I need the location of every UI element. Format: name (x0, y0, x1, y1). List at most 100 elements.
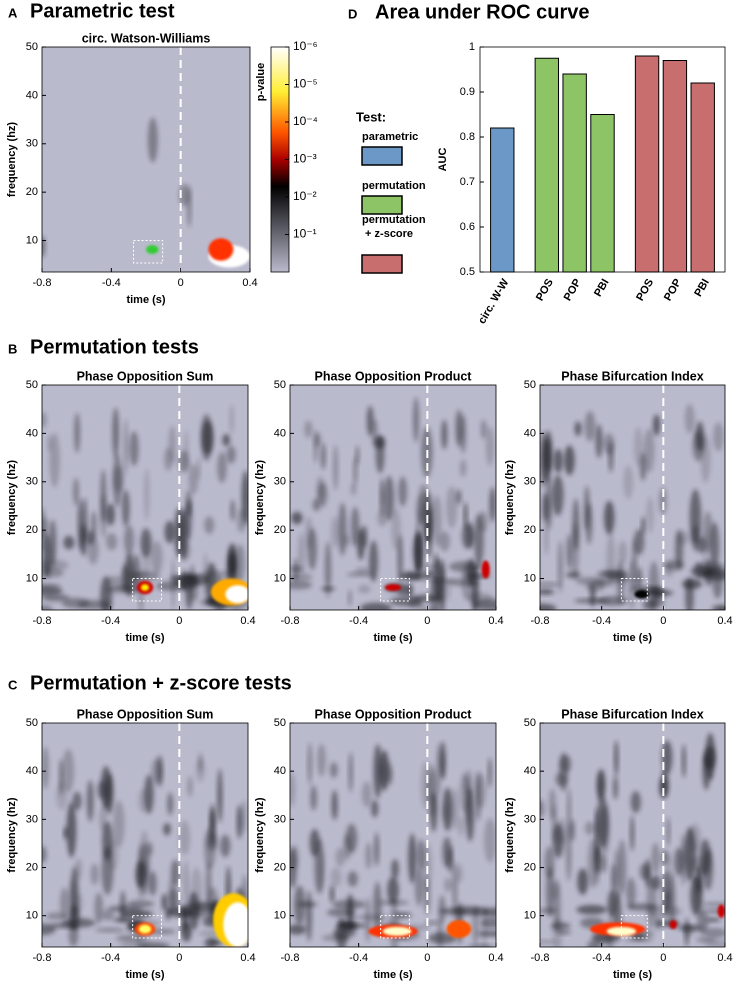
x-tick-label: 0 (424, 615, 430, 627)
texture (455, 409, 463, 447)
y-axis-label: frequency (hz) (6, 797, 18, 873)
texture (416, 510, 421, 564)
texture (643, 428, 655, 473)
texture (601, 853, 607, 873)
y-axis-label: AUC (437, 148, 449, 172)
texture (317, 849, 324, 893)
x-tick-label: 0.4 (488, 615, 503, 627)
x-tick-label: -0.4 (102, 277, 121, 289)
texture (577, 868, 589, 895)
texture (559, 752, 569, 792)
hot-spot (384, 584, 402, 591)
texture (596, 596, 628, 606)
y-tick-label: 10 (524, 910, 536, 922)
y-tick-label: 30 (524, 476, 536, 488)
heatmap-image (42, 723, 248, 947)
texture (312, 498, 321, 512)
texture (557, 540, 563, 593)
texture (42, 411, 47, 428)
texture (684, 827, 696, 882)
y-tick-label: 20 (524, 524, 536, 536)
texture (335, 847, 346, 867)
texture (317, 743, 326, 777)
texture (305, 890, 313, 942)
texture (584, 821, 596, 836)
texture (343, 924, 358, 935)
x-tick-label: -0.4 (101, 615, 120, 627)
heatmap-image (42, 47, 250, 272)
texture (42, 235, 46, 258)
texture (587, 837, 599, 888)
texture (452, 860, 458, 916)
texture (290, 772, 296, 807)
texture (59, 887, 70, 920)
texture (618, 540, 628, 565)
bar (562, 73, 587, 273)
texture (72, 791, 82, 811)
hot-spot (138, 924, 152, 934)
texture (365, 842, 373, 870)
x-tick-label: PBI (592, 277, 612, 299)
texture (183, 860, 189, 907)
y-tick-label: 40 (26, 765, 38, 777)
texture (135, 861, 147, 889)
texture (350, 506, 360, 547)
texture (346, 571, 374, 577)
texture (101, 909, 115, 921)
texture (297, 901, 318, 907)
texture (366, 405, 374, 437)
texture (290, 924, 307, 935)
texture (106, 585, 137, 594)
plot-title: Phase Opposition Sum (77, 707, 214, 721)
texture (329, 885, 335, 903)
texture (428, 932, 457, 944)
x-axis-label: time (s) (613, 632, 652, 644)
texture (95, 927, 125, 933)
texture (230, 499, 236, 521)
colorbar-tick-label: 10⁻¹ (293, 227, 317, 241)
texture (329, 762, 338, 778)
texture (46, 912, 68, 921)
texture (391, 859, 399, 879)
y-tick-label: 30 (274, 813, 286, 825)
texture (569, 819, 575, 842)
texture (702, 532, 707, 568)
bar (634, 55, 660, 273)
texture (360, 602, 392, 610)
texture (106, 503, 115, 526)
colorbar-tick-label: 10⁻⁶ (293, 39, 318, 53)
texture (387, 876, 399, 905)
texture (324, 541, 332, 598)
x-tick-label: -0.4 (101, 952, 120, 964)
texture (456, 864, 463, 884)
texture (377, 900, 409, 906)
texture (304, 420, 313, 438)
texture (195, 757, 205, 783)
texture (443, 803, 448, 821)
texture (167, 792, 174, 816)
x-tick-label: PBI (692, 277, 712, 299)
bar (690, 82, 715, 273)
texture (660, 769, 669, 798)
hot-spot (481, 560, 490, 579)
x-tick-label: 0 (176, 952, 182, 964)
texture (307, 528, 317, 571)
texture (348, 752, 354, 793)
y-tick-label: 20 (524, 861, 536, 873)
texture (564, 445, 575, 476)
heatmap-image (290, 723, 496, 947)
texture (331, 789, 338, 821)
texture (314, 432, 322, 447)
y-tick-label: 30 (524, 813, 536, 825)
texture (310, 785, 318, 811)
texture (333, 445, 339, 491)
texture (682, 578, 702, 590)
texture (650, 586, 665, 598)
texture (412, 397, 420, 443)
texture (408, 600, 424, 609)
heatmap-image (540, 723, 725, 947)
texture (604, 500, 615, 535)
roi-box (380, 915, 410, 939)
texture (241, 470, 248, 525)
texture (711, 604, 725, 610)
